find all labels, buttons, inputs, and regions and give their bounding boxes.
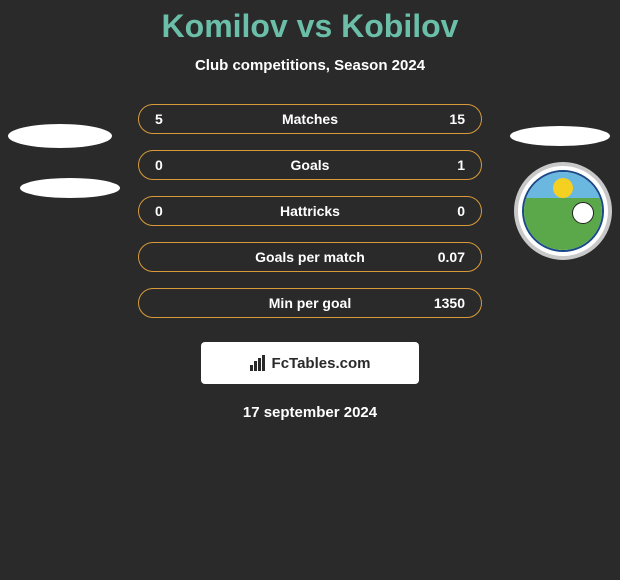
stat-right: 1 xyxy=(425,157,465,173)
stat-label: Matches xyxy=(195,111,425,127)
page-title: Komilov vs Kobilov xyxy=(162,8,459,45)
stat-label: Hattricks xyxy=(195,203,425,219)
stat-row-goals: 0 Goals 1 xyxy=(138,150,482,180)
date-label: 17 september 2024 xyxy=(243,404,377,421)
right-ellipse xyxy=(510,126,610,146)
badge-inner xyxy=(522,170,604,252)
stat-row-hattricks: 0 Hattricks 0 xyxy=(138,196,482,226)
left-ellipse-2 xyxy=(20,178,120,198)
left-decor xyxy=(8,124,120,198)
source-logo-text: FcTables.com xyxy=(250,355,371,372)
badge-ball-icon xyxy=(572,202,594,224)
stat-label: Goals xyxy=(195,157,425,173)
left-ellipse-1 xyxy=(8,124,112,148)
source-logo: FcTables.com xyxy=(201,342,419,384)
stat-label: Goals per match xyxy=(195,249,425,265)
stat-label: Min per goal xyxy=(195,295,425,311)
stat-left: 5 xyxy=(155,111,195,127)
bars-icon xyxy=(250,355,268,371)
club-badge xyxy=(514,162,612,260)
right-decor xyxy=(510,126,612,260)
stat-row-min-per-goal: Min per goal 1350 xyxy=(138,288,482,318)
stat-row-goals-per-match: Goals per match 0.07 xyxy=(138,242,482,272)
logo-label: FcTables.com xyxy=(272,355,371,372)
subtitle: Club competitions, Season 2024 xyxy=(195,57,425,74)
stat-row-matches: 5 Matches 15 xyxy=(138,104,482,134)
stat-right: 0 xyxy=(425,203,465,219)
stat-right: 0.07 xyxy=(425,249,465,265)
stat-left: 0 xyxy=(155,203,195,219)
badge-sun xyxy=(553,178,573,198)
stat-right: 1350 xyxy=(425,295,465,311)
stat-right: 15 xyxy=(425,111,465,127)
stat-left: 0 xyxy=(155,157,195,173)
